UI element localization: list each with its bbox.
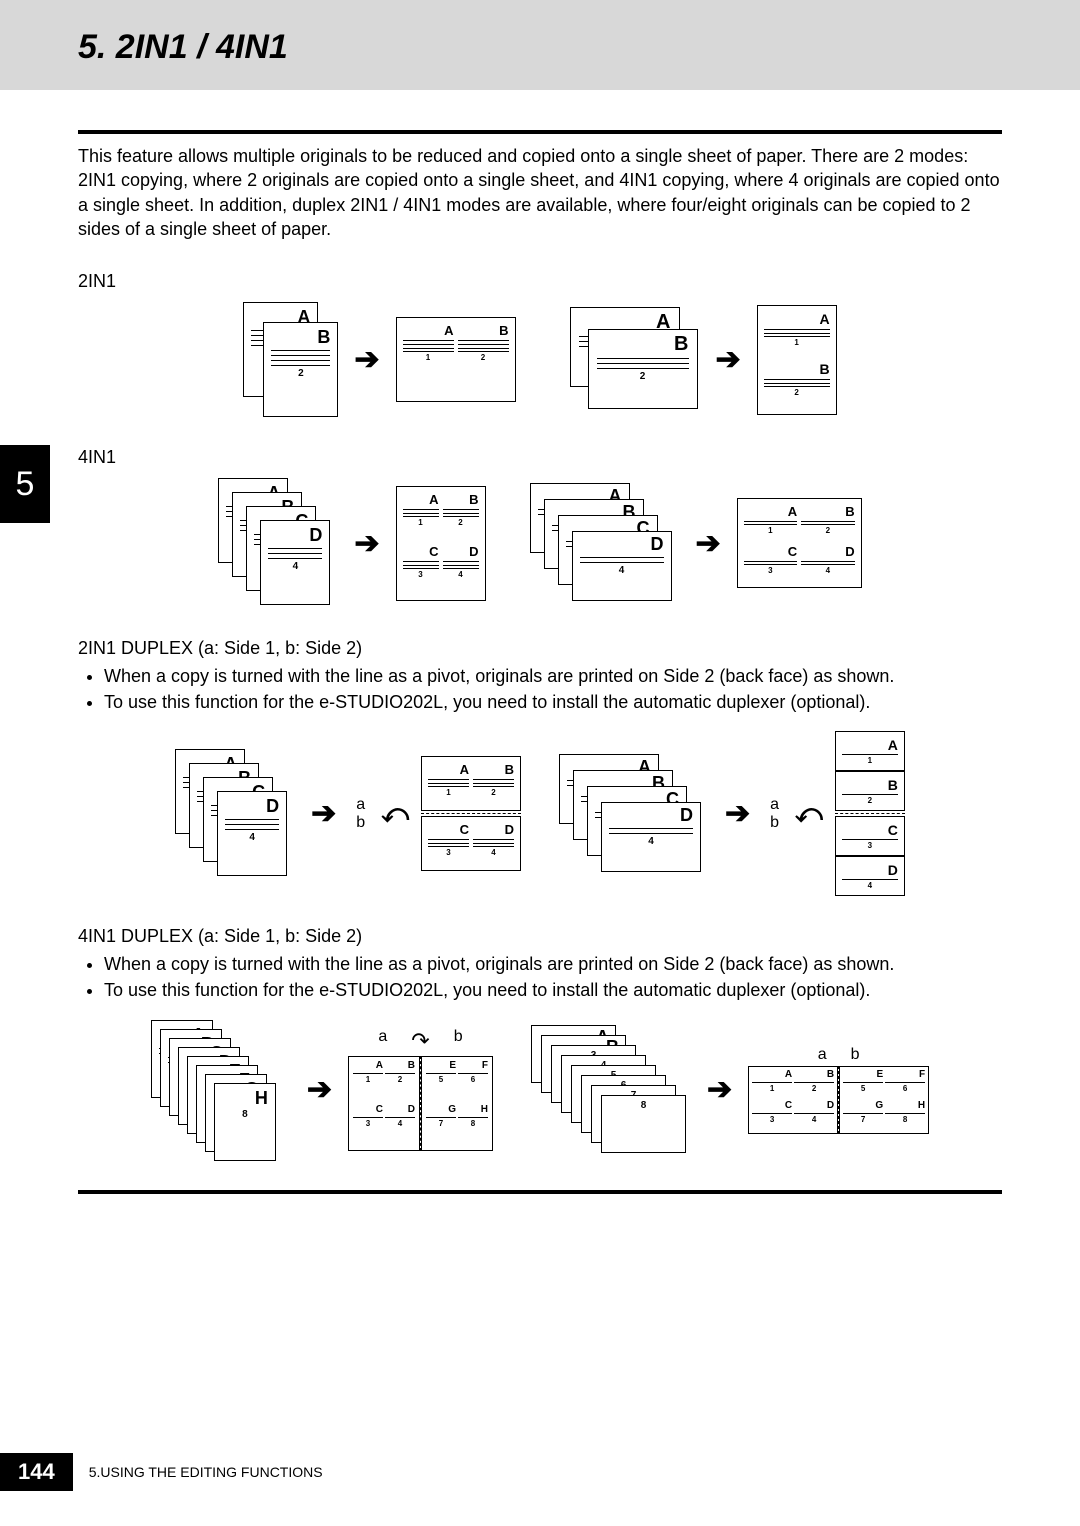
mini-page: B 2 — [263, 322, 338, 417]
diagram-4in1-duplex: A1 B2 C3 D4 E5 F6 G7 H8 ➔ a↷b A1 B2 C3 D… — [78, 1020, 1002, 1160]
book-4up-portrait: a↷b A1 B2 C3 D4 E5 F6 G7 H8 — [348, 1028, 493, 1151]
bullet-item: To use this function for the e-STUDIO202… — [104, 977, 1002, 1003]
bullets-duplex4: When a copy is turned with the line as a… — [104, 951, 1002, 1003]
stack-2-landscape: A 1 B 2 — [570, 307, 700, 412]
flip-icon: ⤺ — [381, 798, 409, 830]
stack-8-landscape: A1 B2 3 4 5 6 7 8 — [531, 1025, 691, 1155]
arrow-icon: ➔ — [354, 526, 379, 561]
page-title: 5. 2IN1 / 4IN1 — [78, 28, 1080, 67]
mini-page: D4 — [601, 802, 701, 872]
mini-page: D4 — [217, 791, 287, 876]
arrow-icon: ➔ — [707, 1072, 732, 1107]
letter-label: B — [271, 328, 330, 346]
arrow-icon: ➔ — [725, 796, 750, 831]
stack-4-landscape: A1 B2 C3 D4 — [559, 754, 709, 874]
duplex-sheet-portrait: A1 B2 C3 D4 — [421, 756, 521, 871]
arrow-icon: ➔ — [716, 342, 741, 377]
stack-4-landscape: A1 B2 C3 D4 — [530, 483, 680, 603]
book-4up-landscape: ab A1 B2 C3 D4 E5 F6 G7 H8 — [748, 1046, 929, 1134]
mini-page: D4 — [572, 531, 672, 601]
footer: 144 5.USING THE EDITING FUNCTIONS — [0, 1453, 323, 1491]
diagram-4in1: A1 B2 C3 D4 ➔ A1 B2 C3 D4 A1 B2 C3 D4 ➔ … — [78, 478, 1002, 608]
diagram-2in1-duplex: A1 B2 C3 D4 ➔ ab ⤺ A1 B2 C3 D4 A1 B2 C3 … — [78, 731, 1002, 896]
arrow-icon: ➔ — [696, 526, 721, 561]
bullets-duplex2: When a copy is turned with the line as a… — [104, 663, 1002, 715]
bottom-rule — [78, 1190, 1002, 1194]
sheet-2up-landscape: A1 B2 — [396, 317, 516, 402]
duplex2-label: 2IN1 DUPLEX (a: Side 1, b: Side 2) — [78, 638, 1002, 659]
sheet-4up-landscape: A1 B2 C3 D4 — [737, 498, 862, 588]
sheet-4up-portrait: A1 B2 C3 D4 — [396, 486, 486, 601]
arrow-icon: ➔ — [354, 342, 379, 377]
mini-page: H8 — [214, 1083, 276, 1161]
arrow-icon: ➔ — [311, 796, 336, 831]
arrow-icon: ➔ — [307, 1072, 332, 1107]
intro-paragraph: This feature allows multiple originals t… — [78, 144, 1002, 241]
mini-page: 8 — [601, 1095, 686, 1153]
flip-icon: ⤺ — [795, 798, 823, 830]
content-area: This feature allows multiple originals t… — [0, 90, 1080, 1160]
bullet-item: When a copy is turned with the line as a… — [104, 663, 1002, 689]
mini-page: B 2 — [588, 329, 698, 409]
diagram-2in1: A 1 B 2 ➔ A1 B2 A 1 B — [78, 302, 1002, 417]
stack-4-portrait: A1 B2 C3 D4 — [175, 749, 295, 879]
stack-8-portrait: A1 B2 C3 D4 E5 F6 G7 H8 — [151, 1020, 291, 1160]
curve-arrow-icon: ↷ — [411, 1028, 429, 1054]
bullet-item: When a copy is turned with the line as a… — [104, 951, 1002, 977]
header-band: 5. 2IN1 / 4IN1 — [0, 0, 1080, 90]
top-rule — [78, 130, 1002, 134]
page-number: 144 — [0, 1453, 73, 1491]
duplex4-label: 4IN1 DUPLEX (a: Side 1, b: Side 2) — [78, 926, 1002, 947]
sheet-2up-portrait: A1 B2 — [757, 305, 837, 415]
mini-page: D4 — [260, 520, 330, 605]
bullet-item: To use this function for the e-STUDIO202… — [104, 689, 1002, 715]
page-num-label: 2 — [271, 368, 330, 379]
section-2in1-label: 2IN1 — [78, 271, 1002, 292]
section-4in1-label: 4IN1 — [78, 447, 1002, 468]
duplex-sheet-landscape: A1 B2 C3 D4 — [835, 731, 905, 896]
stack-4-portrait: A1 B2 C3 D4 — [218, 478, 338, 608]
chapter-tab: 5 — [0, 445, 50, 523]
stack-2-portrait: A 1 B 2 — [243, 302, 338, 417]
footer-text: 5.USING THE EDITING FUNCTIONS — [89, 1464, 323, 1480]
